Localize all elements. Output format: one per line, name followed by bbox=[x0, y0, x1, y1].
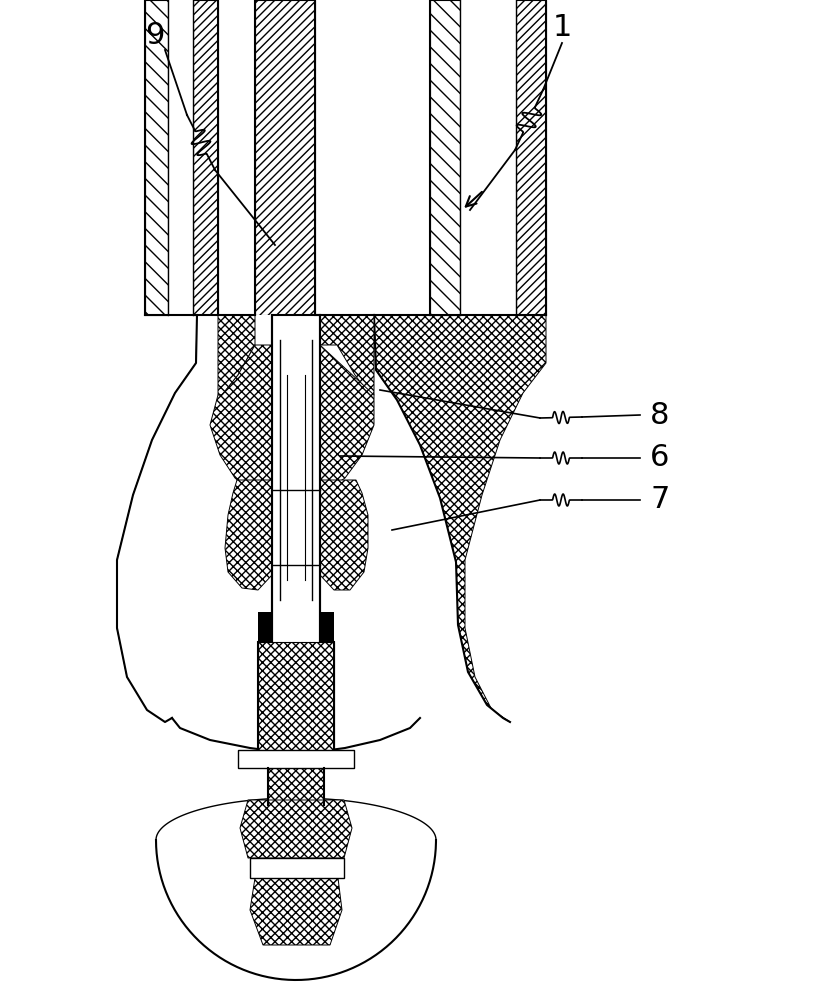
Polygon shape bbox=[315, 315, 374, 395]
Polygon shape bbox=[258, 642, 334, 750]
Polygon shape bbox=[238, 750, 354, 768]
Polygon shape bbox=[255, 0, 315, 315]
Polygon shape bbox=[374, 315, 546, 722]
Polygon shape bbox=[460, 0, 516, 315]
Polygon shape bbox=[238, 750, 354, 768]
Text: 1: 1 bbox=[552, 13, 571, 42]
Polygon shape bbox=[320, 345, 374, 495]
Polygon shape bbox=[168, 0, 193, 315]
Polygon shape bbox=[210, 345, 272, 495]
Polygon shape bbox=[218, 315, 255, 395]
Text: 9: 9 bbox=[146, 20, 165, 49]
Polygon shape bbox=[250, 858, 344, 878]
Polygon shape bbox=[240, 800, 352, 858]
Text: 6: 6 bbox=[650, 444, 670, 473]
Polygon shape bbox=[193, 0, 218, 315]
Polygon shape bbox=[258, 612, 272, 642]
Polygon shape bbox=[95, 315, 503, 755]
Polygon shape bbox=[320, 612, 334, 642]
Text: 8: 8 bbox=[650, 400, 670, 430]
Polygon shape bbox=[430, 0, 460, 315]
Polygon shape bbox=[117, 315, 218, 722]
Polygon shape bbox=[145, 0, 168, 315]
Text: 7: 7 bbox=[650, 486, 670, 514]
Polygon shape bbox=[516, 0, 546, 315]
Polygon shape bbox=[225, 480, 272, 590]
Polygon shape bbox=[272, 315, 320, 660]
Polygon shape bbox=[268, 768, 324, 800]
Polygon shape bbox=[250, 878, 342, 945]
Polygon shape bbox=[320, 480, 368, 590]
